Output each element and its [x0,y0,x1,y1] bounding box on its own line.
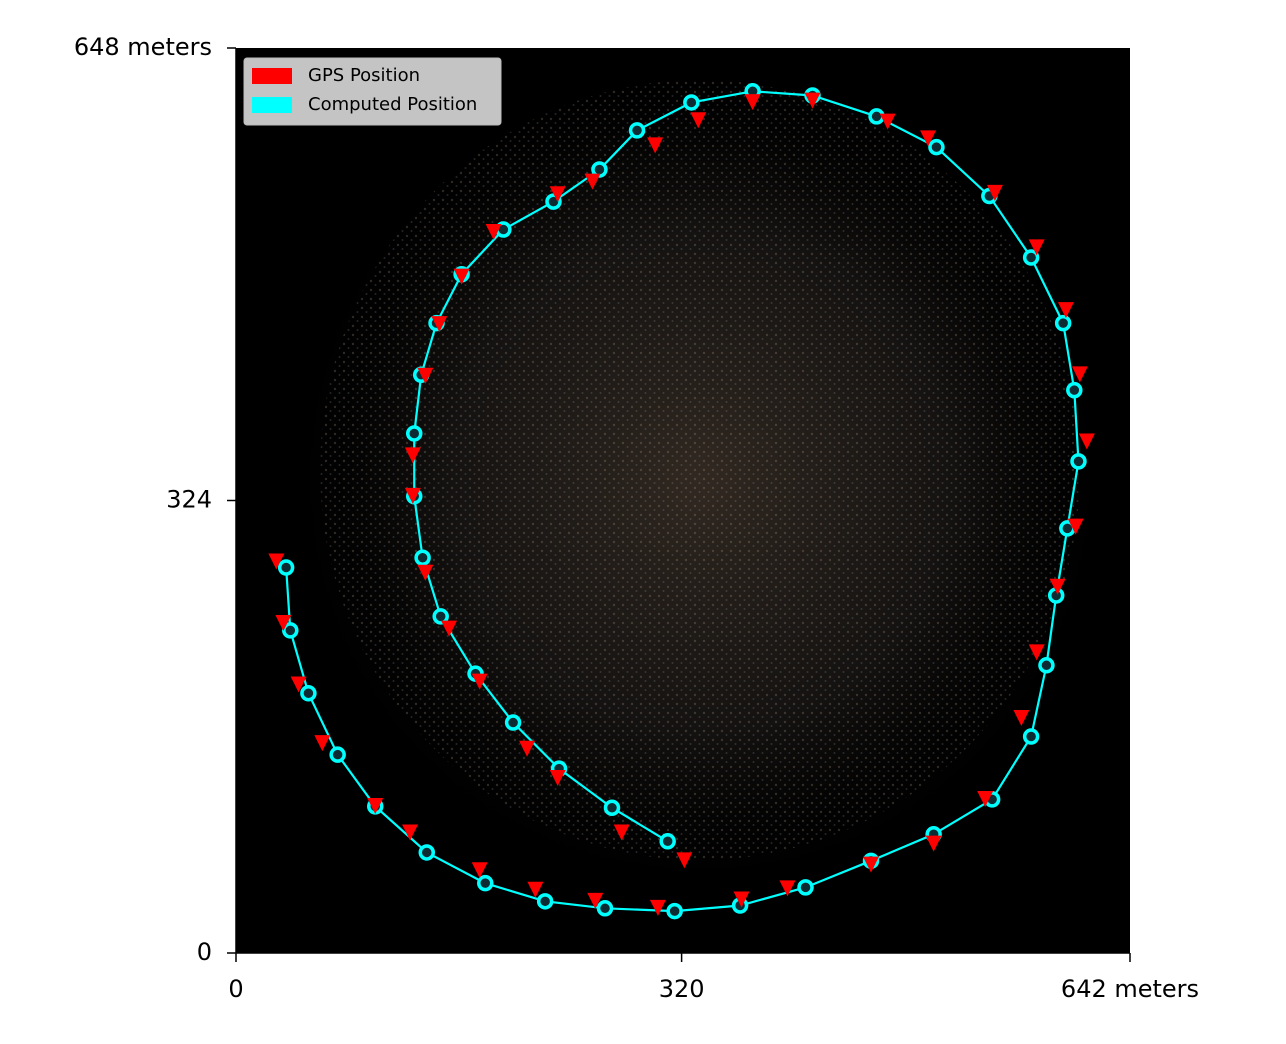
legend-swatch [252,68,292,84]
gps-marker [584,173,601,190]
gps-marker [527,881,544,898]
gps-marker [647,137,664,154]
gps-marker [485,223,502,240]
gps-marker [977,790,994,807]
computed-marker [628,122,646,139]
gps-marker [402,824,419,841]
gps-marker [471,673,488,690]
computed-marker [277,559,295,576]
gps-marker [1028,239,1045,256]
gps-marker [733,891,750,908]
gps-marker [879,113,896,130]
computed-marker [591,161,608,178]
computed-marker [928,138,945,156]
computed-marker [282,622,299,639]
y-tick-label: 0 [197,938,212,966]
gps-marker [314,735,331,752]
gps-marker [431,316,448,333]
gps-marker [441,620,458,637]
legend-label: GPS Position [308,65,420,86]
computed-marker [1022,728,1040,745]
computed-marker [659,833,676,850]
gps-marker [549,186,566,203]
gps-marker [613,824,630,841]
gps-marker [367,797,384,814]
computed-marker [1066,381,1083,399]
legend-label: Computed Position [308,94,477,115]
gps-marker [471,862,488,879]
computed-marker [418,844,436,861]
gps-marker [690,112,707,129]
legend: GPS Position Computed Position [243,57,502,126]
gps-marker [549,770,566,787]
gps-marker [453,268,470,285]
computed-marker [683,94,700,111]
background-image [236,48,1130,953]
computed-marker [504,714,522,731]
computed-marker [1022,249,1040,266]
legend-box [243,57,502,126]
gps-marker [587,892,604,909]
gps-marker [404,487,421,504]
computed-marker [666,902,683,920]
computed-marker [432,608,449,625]
gps-marker [1057,302,1074,319]
gps-marker [1049,578,1066,595]
gps-marker [1013,709,1030,726]
x-tick-label: 0 [228,975,243,1003]
gps-marker [920,130,937,147]
gps-marker [986,184,1003,201]
computed-marker [797,879,814,896]
computed-marker [329,746,346,763]
computed-marker [300,684,317,702]
computed-marker [1054,314,1072,332]
x-tick-label: 642 meters [1061,975,1199,1003]
gps-marker [676,852,693,869]
plot-area [268,83,1095,920]
gps-marker [1071,366,1088,383]
gps-marker [275,615,292,632]
legend-swatch [252,97,292,113]
gps-marker [804,92,821,109]
computed-marker [414,549,431,567]
gps-marker [862,856,879,873]
x-tick-label: 320 [659,975,705,1003]
gps-marker [779,880,796,897]
computed-marker [596,900,614,917]
computed-marker [477,874,494,892]
computed-marker [603,799,621,817]
gps-marker [744,94,761,111]
gps-marker [649,899,666,916]
gps-marker [417,564,434,581]
computed-marker [405,425,423,442]
y-tick-label: 648 meters [74,33,212,61]
computed-marker [536,893,554,910]
y-tick-label: 324 [166,486,212,514]
gps-marker [1067,518,1084,535]
gps-marker [1028,644,1045,661]
gps-marker [519,740,536,757]
gps-marker [1078,433,1095,450]
gps-marker [925,835,942,852]
computed-marker [1038,657,1055,674]
gps-marker [417,367,434,384]
gps-marker [404,447,421,464]
computed-marker [1070,453,1087,470]
gps-marker [290,676,307,693]
gps-marker [268,553,285,570]
